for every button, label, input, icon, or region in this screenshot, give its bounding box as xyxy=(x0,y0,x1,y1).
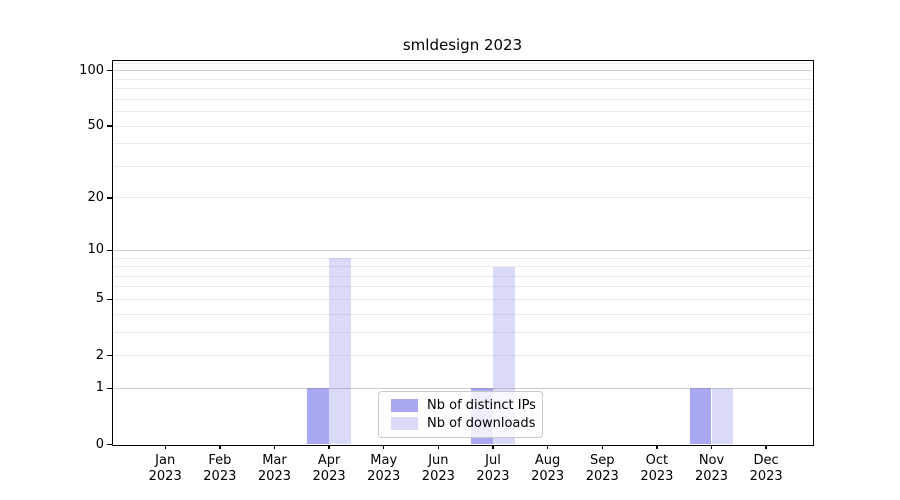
bar-distinct-ips-apr xyxy=(307,388,330,445)
legend-swatch-downloads xyxy=(391,417,418,430)
gridline-minor xyxy=(113,125,812,127)
gridline-minor xyxy=(113,165,812,167)
plot-area: Nb of distinct IPs Nb of downloads 0 1 2 5 1… xyxy=(79,59,814,484)
x-tick-label: May 2023 xyxy=(367,452,401,485)
legend-item-downloads: Nb of downloads xyxy=(391,415,536,431)
gridline-major xyxy=(113,70,812,72)
gridline-minor xyxy=(113,331,812,333)
x-tick-label: Nov 2023 xyxy=(694,452,729,485)
x-tick-label: Jul 2023 xyxy=(476,452,510,485)
chart-title: smldesign 2023 xyxy=(402,36,523,54)
x-tick-label: Mar 2023 xyxy=(257,452,291,485)
y-tick-label: 10 xyxy=(87,242,104,258)
gridline-minor xyxy=(113,88,812,90)
y-tick-label: 1 xyxy=(95,380,104,396)
legend-item-distinct-ips: Nb of distinct IPs xyxy=(391,398,536,413)
y-tick-label: 0 xyxy=(95,436,104,452)
y-tick-mark xyxy=(107,125,112,127)
x-tick-mark xyxy=(437,444,440,449)
y-tick-mark xyxy=(107,70,112,72)
x-tick-label: Dec 2023 xyxy=(749,452,783,485)
x-tick-label: Feb 2023 xyxy=(203,452,237,485)
y-tick-label: 100 xyxy=(79,62,104,78)
legend-swatch-distinct-ips xyxy=(391,399,418,412)
gridline-minor xyxy=(113,197,812,199)
y-tick-mark xyxy=(107,354,112,357)
gridline-major xyxy=(113,387,812,389)
legend-label-distinct-ips: Nb of distinct IPs xyxy=(427,397,536,413)
gridline-minor xyxy=(113,355,812,357)
gridline-minor xyxy=(113,298,812,300)
y-tick-label: 20 xyxy=(87,189,104,205)
gridline-minor xyxy=(113,78,812,80)
gridline-minor xyxy=(113,98,812,100)
x-tick-mark xyxy=(765,444,767,449)
x-tick-mark xyxy=(601,444,603,449)
x-tick-label: Jun 2023 xyxy=(421,452,455,485)
x-tick-label: Sep 2023 xyxy=(585,452,619,485)
gridline-major xyxy=(113,249,812,251)
x-tick-mark xyxy=(656,444,658,449)
x-tick-mark xyxy=(219,444,221,449)
y-tick-label: 2 xyxy=(95,347,104,363)
bar-downloads-apr xyxy=(329,258,351,445)
gridline-minor xyxy=(113,62,812,64)
gridline-minor xyxy=(113,286,812,288)
x-tick-mark xyxy=(546,444,549,449)
x-tick-mark xyxy=(273,444,276,449)
y-tick-mark xyxy=(107,387,112,390)
x-tick-mark xyxy=(164,444,166,449)
gridline-minor xyxy=(113,143,812,145)
x-tick-mark xyxy=(383,444,385,449)
y-tick-mark xyxy=(107,298,112,301)
y-tick-label: 50 xyxy=(87,118,104,134)
x-tick-mark xyxy=(492,444,494,449)
bar-downloads-nov xyxy=(711,388,734,445)
bar-distinct-ips-nov xyxy=(689,388,712,445)
x-tick-mark xyxy=(328,444,330,449)
gridline-minor xyxy=(113,266,812,268)
legend: Nb of distinct IPs Nb of downloads xyxy=(378,391,543,438)
legend-label-downloads: Nb of downloads xyxy=(427,415,536,431)
y-tick-mark xyxy=(107,197,112,199)
y-tick-mark xyxy=(107,249,112,252)
gridline-minor xyxy=(113,111,812,113)
gridline-minor xyxy=(113,313,812,315)
gridline-minor xyxy=(113,257,812,259)
y-tick-mark xyxy=(107,443,112,446)
y-tick-label: 5 xyxy=(95,291,104,307)
x-tick-label: Aug 2023 xyxy=(531,452,565,485)
x-tick-mark xyxy=(710,444,713,449)
x-tick-label: Oct 2023 xyxy=(640,452,674,485)
gridline-minor xyxy=(113,275,812,277)
x-tick-label: Apr 2023 xyxy=(312,452,346,485)
x-tick-label: Jan 2023 xyxy=(148,452,182,485)
